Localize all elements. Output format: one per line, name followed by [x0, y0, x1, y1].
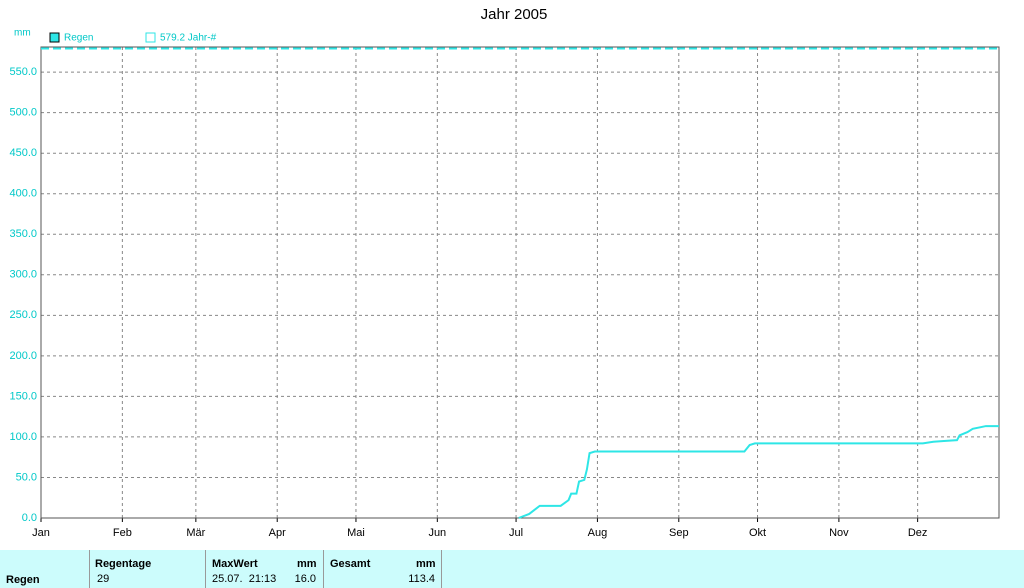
- x-tick-label: Jun: [428, 527, 446, 539]
- separator: [89, 550, 90, 588]
- y-tick-label: 100.0: [9, 431, 37, 443]
- x-tick-label: Dez: [908, 527, 928, 539]
- y-tick-label: 350.0: [9, 228, 37, 240]
- x-tick-label: Okt: [749, 527, 766, 539]
- x-tick-label: Nov: [829, 527, 849, 539]
- y-tick-label: 200.0: [9, 350, 37, 362]
- column-header: mm: [416, 558, 436, 570]
- x-tick-label: Mai: [347, 527, 365, 539]
- separator: [205, 550, 206, 588]
- y-tick-label: 250.0: [9, 309, 37, 321]
- cell: 29: [97, 573, 110, 585]
- separator: [441, 550, 442, 588]
- line: [518, 425, 999, 519]
- legend-label: Regen: [64, 33, 93, 44]
- legend-label: 579.2 Jahr-#: [160, 33, 217, 44]
- legend-swatch: [49, 32, 60, 43]
- column-header: mm: [297, 558, 317, 570]
- y-tick-label: 50.0: [16, 471, 37, 483]
- y-tick-label: 300.0: [9, 269, 37, 281]
- cell: 113.4: [408, 573, 435, 585]
- chart: Jahr 2005 mm 0.0 50.0 100.0 150.0 200.0 250.0…: [9, 6, 1000, 539]
- chart-title: Jahr 2005: [481, 6, 548, 23]
- cell: 25.07. 21:13: [212, 573, 277, 585]
- y-unit: mm: [14, 28, 31, 39]
- x-tick-label: Jul: [509, 527, 523, 539]
- separator: [323, 550, 324, 588]
- x-tick-label: Aug: [588, 527, 608, 539]
- legend-swatch: [145, 32, 156, 43]
- column-header: MaxWert: [212, 558, 258, 570]
- column-header: Gesamt: [330, 558, 371, 570]
- y-tick-label: 500.0: [9, 107, 37, 119]
- y-tick-label: 0.0: [22, 512, 37, 524]
- x-tick-label: Mär: [186, 527, 205, 539]
- x-tick-label: Feb: [113, 527, 132, 539]
- x-tick-label: Jan: [32, 527, 50, 539]
- x-tick-label: Apr: [269, 527, 286, 539]
- plot-area: [41, 47, 999, 518]
- y-tick-label: 400.0: [9, 188, 37, 200]
- column-header: Regentage: [95, 558, 152, 570]
- y-tick-label: 450.0: [9, 147, 37, 159]
- row-header: Regen: [6, 574, 40, 586]
- x-tick-label: Sep: [669, 527, 689, 539]
- cell: 16.0: [294, 573, 316, 585]
- y-tick-label: 550.0: [9, 66, 37, 78]
- y-tick-label: 150.0: [9, 390, 37, 402]
- summary-table: Regentage MaxWert mm Gesamt mm Regen 29 …: [0, 550, 1024, 588]
